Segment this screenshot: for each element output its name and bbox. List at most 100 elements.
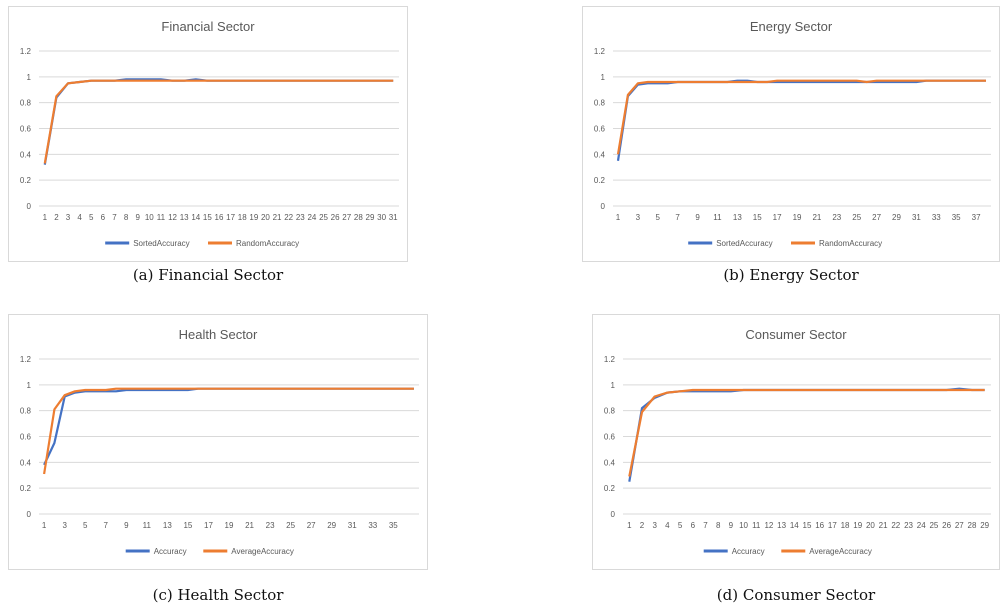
chart-panel-financial: Financial Sector 0 0.2 0.4 0.6 0.8 1 1.2 1 2 3 4 5 6 7… bbox=[8, 6, 408, 262]
series-line-sortedaccuracy bbox=[616, 79, 986, 161]
y-tick-label: 1 bbox=[27, 381, 32, 390]
x-tick-label: 29 bbox=[892, 213, 901, 222]
x-tick-label: 37 bbox=[972, 213, 981, 222]
chart-panel-energy: Energy Sector 0 0.2 0.4 0.6 0.8 1 1.2 1 3 5 7 9 11 13 1… bbox=[582, 6, 1000, 262]
x-tick-label: 13 bbox=[777, 521, 786, 530]
x-tick-label: 9 bbox=[124, 521, 129, 530]
x-tick-label: 20 bbox=[866, 521, 875, 530]
x-tick-label: 11 bbox=[752, 521, 761, 530]
x-tick-label: 15 bbox=[203, 213, 212, 222]
y-tick-label: 0.8 bbox=[604, 407, 616, 416]
y-tick-label: 0.6 bbox=[604, 433, 616, 442]
x-tick-label: 2 bbox=[54, 213, 59, 222]
y-tick-label: 1.2 bbox=[594, 47, 606, 56]
x-tick-label: 25 bbox=[852, 213, 861, 222]
series-line-randomaccuracy bbox=[616, 79, 986, 155]
x-tick-label: 19 bbox=[225, 521, 234, 530]
y-tick-label: 0.8 bbox=[20, 407, 32, 416]
x-tick-label: 1 bbox=[42, 521, 47, 530]
x-tick-label: 7 bbox=[112, 213, 117, 222]
legend-label: AverageAccuracy bbox=[231, 547, 294, 556]
x-tick-label: 29 bbox=[980, 521, 989, 530]
chart-panel-consumer: Consumer Sector 0 0.2 0.4 0.6 0.8 1 1.2 1 2 3 4 5 6 7 8… bbox=[592, 314, 1000, 570]
x-tick-label: 15 bbox=[803, 521, 812, 530]
x-tick-label: 15 bbox=[753, 213, 762, 222]
series-line-randomaccuracy bbox=[43, 79, 394, 164]
x-tick-label: 24 bbox=[917, 521, 926, 530]
y-tick-label: 0 bbox=[611, 510, 616, 519]
x-tick-label: 33 bbox=[932, 213, 941, 222]
x-tick-label: 1 bbox=[43, 213, 48, 222]
y-tick-label: 1 bbox=[601, 73, 606, 82]
legend-label: SortedAccuracy bbox=[133, 239, 189, 248]
y-tick-label: 1.2 bbox=[604, 355, 616, 364]
x-tick-label: 6 bbox=[101, 213, 106, 222]
legend-label: RandomAccuracy bbox=[819, 239, 882, 248]
x-tick-label: 23 bbox=[904, 521, 913, 530]
y-tick-label: 0.4 bbox=[604, 458, 616, 467]
x-tick-label: 35 bbox=[389, 521, 398, 530]
x-tick-label: 9 bbox=[135, 213, 140, 222]
series-line-sortedaccuracy bbox=[43, 78, 394, 165]
chart-title: Health Sector bbox=[179, 327, 258, 342]
x-tick-label: 7 bbox=[104, 521, 109, 530]
x-tick-label: 21 bbox=[273, 213, 282, 222]
x-tick-label: 27 bbox=[307, 521, 316, 530]
y-tick-label: 0.8 bbox=[594, 99, 606, 108]
y-tick-label: 0.2 bbox=[604, 484, 616, 493]
x-tick-label: 16 bbox=[815, 521, 824, 530]
x-tick-label: 13 bbox=[733, 213, 742, 222]
x-tick-label: 31 bbox=[389, 213, 398, 222]
x-tick-label: 28 bbox=[968, 521, 977, 530]
legend-label: Accuracy bbox=[154, 547, 187, 556]
chart-title: Consumer Sector bbox=[745, 327, 847, 342]
x-tick-label: 8 bbox=[716, 521, 721, 530]
chart-title: Energy Sector bbox=[750, 19, 833, 34]
x-tick-label: 13 bbox=[180, 213, 189, 222]
y-tick-label: 0 bbox=[27, 202, 32, 211]
caption-financial: (a) Financial Sector bbox=[132, 266, 284, 284]
x-tick-label: 4 bbox=[665, 521, 670, 530]
y-tick-label: 0 bbox=[27, 510, 32, 519]
x-tick-label: 27 bbox=[955, 521, 964, 530]
chart-title: Financial Sector bbox=[161, 19, 255, 34]
x-tick-label: 25 bbox=[319, 213, 328, 222]
series-line-accuracy bbox=[43, 387, 414, 466]
y-tick-label: 1 bbox=[611, 381, 616, 390]
y-tick-label: 0.2 bbox=[20, 484, 32, 493]
x-tick-label: 25 bbox=[929, 521, 938, 530]
x-tick-label: 6 bbox=[691, 521, 696, 530]
x-tick-label: 23 bbox=[832, 213, 841, 222]
x-tick-label: 22 bbox=[284, 213, 293, 222]
x-tick-label: 8 bbox=[124, 213, 129, 222]
x-tick-label: 13 bbox=[163, 521, 172, 530]
y-tick-label: 0.4 bbox=[20, 458, 32, 467]
legend-label: Accuracy bbox=[732, 547, 765, 556]
x-tick-label: 19 bbox=[853, 521, 862, 530]
x-tick-label: 24 bbox=[307, 213, 316, 222]
caption-health: (c) Health Sector bbox=[152, 586, 284, 604]
x-tick-label: 31 bbox=[912, 213, 921, 222]
x-tick-label: 27 bbox=[872, 213, 881, 222]
x-tick-label: 9 bbox=[729, 521, 734, 530]
series-line-accuracy bbox=[628, 387, 985, 482]
x-tick-label: 23 bbox=[296, 213, 305, 222]
x-tick-label: 12 bbox=[168, 213, 177, 222]
x-tick-label: 17 bbox=[226, 213, 235, 222]
x-tick-label: 14 bbox=[790, 521, 799, 530]
x-tick-label: 33 bbox=[368, 521, 377, 530]
x-tick-label: 28 bbox=[354, 213, 363, 222]
y-tick-label: 0 bbox=[601, 202, 606, 211]
legend-label: SortedAccuracy bbox=[716, 239, 772, 248]
x-tick-label: 3 bbox=[62, 521, 67, 530]
x-tick-label: 7 bbox=[703, 521, 708, 530]
x-tick-label: 11 bbox=[157, 213, 166, 222]
x-tick-label: 3 bbox=[66, 213, 71, 222]
legend-label: AverageAccuracy bbox=[809, 547, 872, 556]
x-tick-label: 17 bbox=[828, 521, 837, 530]
x-tick-label: 10 bbox=[145, 213, 154, 222]
x-tick-label: 18 bbox=[841, 521, 850, 530]
